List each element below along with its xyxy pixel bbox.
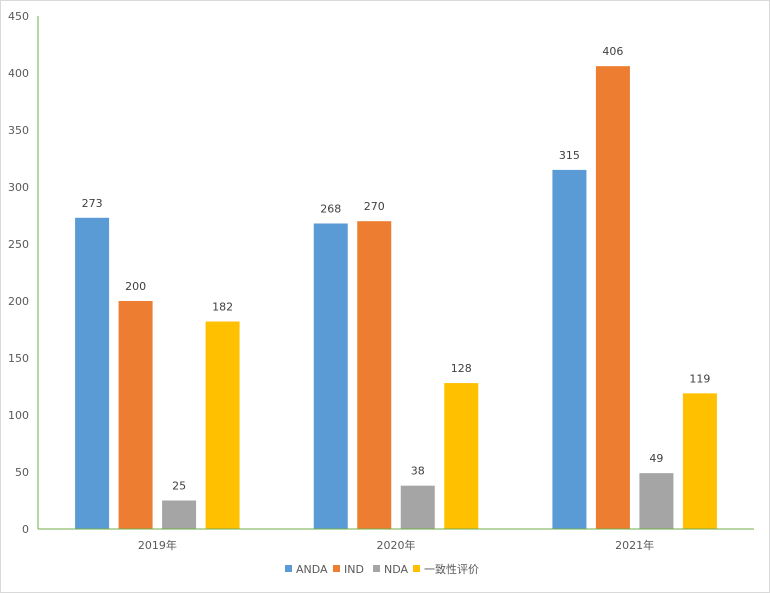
y-tick-label: 150	[8, 352, 29, 365]
bars	[75, 66, 717, 530]
legend-label: ANDA	[296, 563, 328, 576]
bar-NDA-2020年	[400, 485, 435, 529]
y-tick-label: 350	[8, 124, 29, 137]
legend-swatch	[373, 565, 380, 572]
bar-一致性评价-2021年	[682, 393, 717, 529]
bar-NDA-2019年	[162, 500, 197, 529]
bar-ANDA-2021年	[552, 169, 587, 529]
bar-IND-2019年	[118, 301, 153, 529]
data-label: 270	[364, 200, 385, 213]
data-labels: 273 200 25 182 268 270 38 128 315 406 49 119	[82, 45, 711, 492]
y-tick-label: 100	[8, 409, 29, 422]
y-tick-label: 450	[8, 10, 29, 23]
legend-label: IND	[344, 563, 364, 576]
y-tick-label: 0	[22, 523, 29, 536]
x-tick-label: 2021年	[615, 538, 654, 552]
data-label: 49	[649, 452, 663, 465]
bar-ANDA-2020年	[313, 223, 348, 530]
y-tick-label: 250	[8, 238, 29, 251]
data-label: 182	[212, 301, 233, 314]
bar-IND-2020年	[357, 221, 392, 529]
bar-ANDA-2019年	[75, 217, 110, 529]
data-label: 273	[82, 197, 103, 210]
axes	[37, 16, 754, 530]
data-label: 268	[320, 202, 341, 215]
legend-swatch	[333, 565, 340, 572]
bar-NDA-2021年	[639, 473, 674, 529]
legend-swatch	[413, 565, 420, 572]
data-label: 315	[559, 149, 580, 162]
legend-label: NDA	[384, 563, 409, 576]
data-label: 200	[125, 280, 146, 293]
y-tick-label: 400	[8, 67, 29, 80]
legend-label: 一致性评价	[424, 562, 479, 576]
legend-swatch	[285, 565, 292, 572]
data-label: 128	[451, 362, 472, 375]
y-tick-label: 200	[8, 295, 29, 308]
bar-一致性评价-2020年	[444, 383, 479, 529]
y-tick-label: 50	[15, 466, 29, 479]
bar-IND-2021年	[595, 66, 630, 529]
x-tick-label: 2019年	[138, 538, 177, 552]
data-label: 38	[411, 465, 425, 478]
data-label: 406	[602, 45, 623, 58]
bar-一致性评价-2019年	[205, 321, 240, 529]
x-tick-label: 2020年	[377, 538, 416, 552]
legend: ANDA IND NDA 一致性评价	[285, 562, 479, 576]
x-axis: 2019年 2020年 2021年	[138, 538, 654, 552]
y-tick-label: 300	[8, 181, 29, 194]
y-axis: 0 50 100 150 200 250 300 350 400 450	[8, 10, 29, 536]
data-label: 25	[172, 480, 186, 493]
data-label: 119	[689, 372, 710, 385]
